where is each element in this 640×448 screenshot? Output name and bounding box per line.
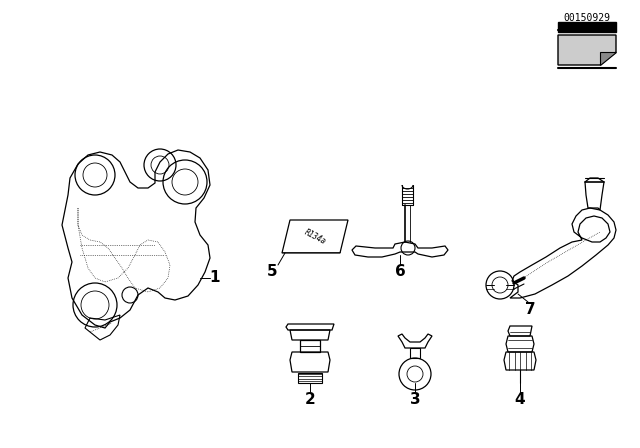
Polygon shape [558, 35, 616, 65]
Text: 7: 7 [525, 302, 535, 318]
Polygon shape [600, 52, 616, 65]
Text: R134a: R134a [303, 228, 327, 246]
Text: 4: 4 [515, 392, 525, 408]
Text: 3: 3 [410, 392, 420, 408]
Text: 5: 5 [267, 264, 277, 280]
Text: 6: 6 [395, 264, 405, 280]
Text: 1: 1 [210, 271, 220, 285]
Text: 00150929: 00150929 [563, 13, 611, 23]
Text: 2: 2 [305, 392, 316, 408]
Bar [558, 22, 616, 32]
